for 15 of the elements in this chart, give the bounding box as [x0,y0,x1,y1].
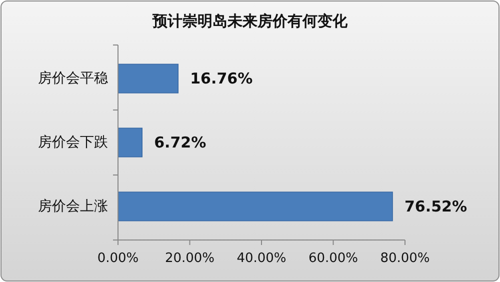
bar [118,128,143,158]
y-tick-label: 房价会下跌 [38,134,108,150]
data-label: 6.72% [154,134,206,152]
data-label: 76.52% [404,197,467,216]
bar [118,192,393,222]
chart-title: 预计崇明岛未来房价有何变化 [152,12,348,30]
x-tick-label: 40.00% [236,251,286,266]
y-tick-label: 房价会上涨 [38,198,108,214]
y-tick-label: 房价会平稳 [38,70,108,87]
data-label: 16.76% [190,70,253,88]
x-tick-label: 60.00% [308,251,358,266]
x-tick-label: 0.00% [97,251,139,266]
x-tick-label: 20.00% [164,251,215,266]
x-tick-label: 80.00% [380,251,430,266]
bar [118,64,179,94]
